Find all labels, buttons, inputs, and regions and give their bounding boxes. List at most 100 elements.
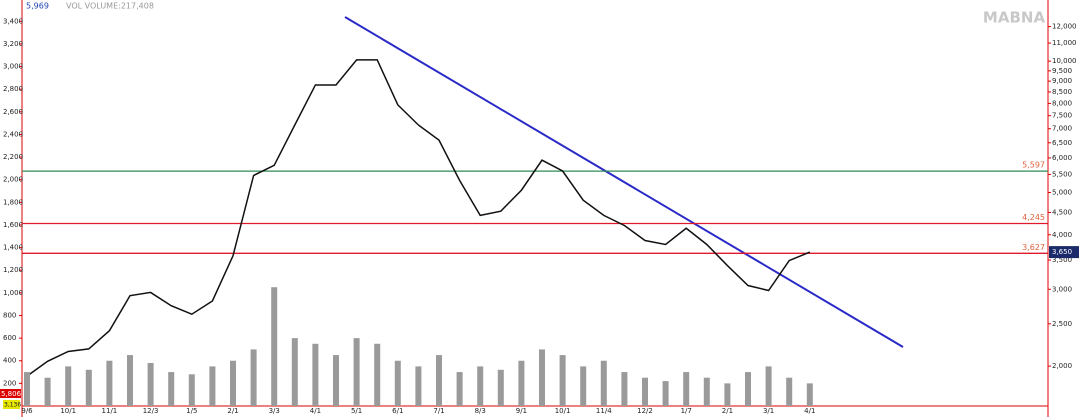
y2-tick-label: 8,000: [1052, 99, 1072, 107]
y2-tick-label: 2,500: [1052, 320, 1072, 328]
volume-bar: [600, 360, 607, 406]
volume-bar: [127, 355, 133, 406]
x-tick-label: 2/1: [722, 407, 733, 415]
y-tick-label: 1,200: [3, 266, 23, 274]
y-tick-label: 2,600: [3, 108, 23, 116]
x-tick-label: 7/1: [433, 407, 444, 415]
volume-bar: [168, 372, 175, 406]
volume-bar: [559, 355, 566, 406]
y-tick-label: 1,800: [3, 198, 23, 206]
volume-bar: [539, 349, 545, 406]
y2-tick-label: 3,000: [1052, 285, 1072, 293]
y-tick-label: 1,600: [3, 221, 23, 229]
y-tick-label: 400: [3, 357, 16, 365]
level-label: 3,627: [1022, 243, 1045, 252]
y2-tick-label: 5,000: [1052, 188, 1072, 196]
x-tick-label: 1/5: [186, 407, 197, 415]
trend-line: [344, 16, 904, 348]
volume-bar: [621, 372, 628, 406]
x-tick-label: 11/4: [596, 407, 612, 415]
volume-bar: [745, 372, 751, 406]
volume-bar: [394, 360, 401, 406]
level-label: 4,245: [1022, 213, 1045, 222]
x-tick-label: 2/1: [227, 407, 238, 415]
left-marker: 5,806: [1, 390, 22, 398]
y-tick-label: 2,400: [3, 130, 23, 138]
volume-bar: [518, 360, 525, 406]
volume-bar: [415, 366, 422, 406]
volume-bar: [209, 366, 216, 406]
volume-bar: [642, 377, 648, 406]
x-tick-label: 4/1: [804, 407, 815, 415]
x-tick-label: 4/1: [310, 407, 321, 415]
x-tick-label: 12/3: [143, 407, 159, 415]
x-tick-label: 9/6: [21, 407, 33, 415]
x-tick-label: 11/1: [102, 407, 118, 415]
volume-bar: [312, 343, 319, 406]
volume-bar: [703, 377, 710, 406]
volume-text: VOL VOLUME:217,408: [66, 2, 154, 11]
volume-bar: [291, 338, 298, 406]
volume-bar: [147, 363, 154, 406]
volume-bar: [683, 372, 690, 406]
y2-tick-label: 7,000: [1052, 125, 1072, 133]
volume-bar: [374, 343, 381, 406]
y2-tick-label: 5,500: [1052, 170, 1072, 178]
volume-bar: [662, 381, 669, 406]
marker-box: [3, 400, 20, 409]
volume-bar: [250, 349, 257, 406]
volume-bar: [85, 369, 92, 406]
last-price: 3,650: [1052, 248, 1072, 256]
volume-bar: [353, 338, 360, 406]
level-label: 5,597: [1022, 161, 1045, 170]
x-tick-label: 9/1: [516, 407, 527, 415]
volume-bar: [44, 377, 51, 406]
volume-bar: [65, 366, 72, 406]
volume-bar: [188, 374, 195, 406]
y-tick-label: 600: [3, 334, 16, 342]
y2-tick-label: 11,000: [1052, 39, 1077, 47]
y2-tick-label: 2,000: [1052, 362, 1072, 370]
x-tick-label: 1/7: [681, 407, 692, 415]
x-tick-label: 6/1: [392, 407, 403, 415]
volume-bar: [806, 383, 813, 406]
watermark: MABNA: [983, 9, 1046, 27]
volume-bar: [765, 366, 772, 406]
volume-bar: [106, 360, 113, 406]
volume-bar: [333, 355, 339, 406]
y2-tick-label: 3,500: [1052, 256, 1072, 264]
volume-bar: [436, 355, 442, 406]
y2-tick-label: 9,000: [1052, 77, 1072, 85]
y-tick-label: 2,000: [3, 176, 23, 184]
y-tick-label: 1,400: [3, 244, 23, 252]
y2-tick-label: 10,000: [1052, 57, 1077, 65]
y-tick-label: 3,400: [3, 17, 23, 25]
volume-bar: [786, 377, 793, 406]
volume-bar: [456, 372, 463, 406]
y-tick-label: 2,800: [3, 85, 23, 93]
y2-tick-label: 4,000: [1052, 231, 1072, 239]
x-tick-label: 12/2: [637, 407, 653, 415]
volume-bar: [24, 372, 30, 406]
y2-tick-label: 6,500: [1052, 139, 1072, 147]
volume-bar: [580, 366, 587, 406]
left-marker: 3,136: [4, 402, 21, 409]
volume-bar: [271, 287, 278, 406]
x-tick-label: 5/1: [351, 407, 362, 415]
volume-bar: [477, 366, 484, 406]
volume-bar: [724, 383, 731, 406]
header-price: 5,969: [26, 2, 49, 11]
y-tick-label: 3,200: [3, 40, 23, 48]
last-price-box: [1049, 246, 1079, 259]
x-tick-label: 10/1: [555, 407, 571, 415]
volume-bar: [230, 360, 236, 406]
y2-tick-label: 6,000: [1052, 154, 1072, 162]
marker-box: [0, 389, 21, 398]
y-tick-label: 1,000: [3, 289, 23, 297]
x-tick-label: 8/3: [475, 407, 486, 415]
y2-tick-label: 12,000: [1052, 23, 1077, 31]
y2-tick-label: 9,500: [1052, 67, 1072, 75]
y2-tick-label: 4,500: [1052, 208, 1072, 216]
